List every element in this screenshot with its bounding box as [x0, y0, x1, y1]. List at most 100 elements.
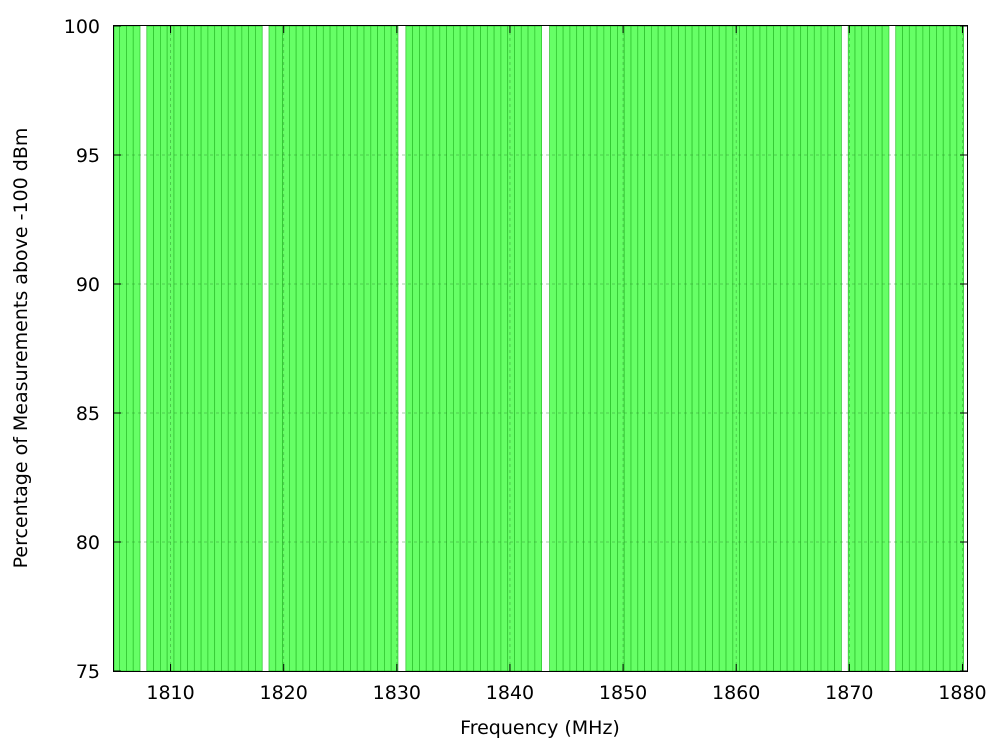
bar	[126, 25, 134, 672]
bar	[793, 25, 802, 672]
bar	[759, 25, 768, 672]
bar	[630, 25, 639, 672]
bar	[173, 25, 182, 672]
bar	[384, 25, 392, 672]
bar	[200, 25, 209, 672]
x-axis: 1810 1820 1830 1840 1850 1860 1870 1880	[146, 26, 987, 704]
bar	[255, 25, 263, 672]
y-tick-label: 90	[76, 274, 100, 296]
bar	[302, 25, 311, 672]
bar	[942, 25, 951, 672]
bar	[439, 25, 447, 672]
bar	[739, 25, 747, 672]
y-tick-label: 95	[76, 145, 100, 167]
bar	[779, 25, 788, 672]
bar	[363, 25, 372, 672]
bar	[881, 25, 890, 672]
bar	[705, 25, 713, 672]
y-axis-label: Percentage of Measurements above -100 dB…	[10, 128, 32, 569]
bar	[534, 25, 542, 672]
x-tick-label: 1880	[938, 682, 986, 704]
y-tick-label: 100	[64, 16, 100, 38]
bar	[466, 25, 475, 672]
bar	[377, 25, 385, 672]
bar	[473, 25, 481, 672]
bar	[834, 25, 842, 672]
bar	[180, 25, 188, 672]
bar	[813, 25, 822, 672]
bar	[718, 25, 727, 672]
bar	[316, 25, 324, 672]
bar	[854, 25, 863, 672]
bar	[500, 25, 509, 672]
bar	[227, 25, 236, 672]
bar	[248, 25, 256, 672]
bar	[221, 25, 229, 672]
x-tick-label: 1860	[712, 682, 760, 704]
plot-frame	[113, 25, 968, 672]
bar	[295, 25, 304, 672]
bar	[610, 25, 618, 672]
bar	[908, 25, 917, 672]
bar	[234, 25, 243, 672]
bar	[902, 25, 910, 672]
y-tick-label: 80	[76, 532, 100, 554]
bar	[446, 25, 454, 672]
bar	[861, 25, 869, 672]
bar	[712, 25, 720, 672]
bar	[275, 25, 283, 672]
bar	[520, 25, 529, 672]
bar	[268, 25, 277, 672]
bar	[875, 25, 883, 672]
bar	[527, 25, 536, 672]
bar	[214, 25, 222, 672]
bar	[698, 25, 707, 672]
bar	[684, 25, 693, 672]
bar	[922, 25, 931, 672]
bar	[343, 25, 351, 672]
bar	[356, 25, 365, 672]
bar	[412, 25, 420, 672]
bar	[596, 25, 605, 672]
y-tick-label: 85	[76, 403, 100, 425]
bar	[514, 25, 522, 672]
bar	[207, 25, 216, 672]
bar	[119, 25, 127, 672]
bar	[657, 25, 666, 672]
bar	[486, 25, 495, 672]
bar	[555, 25, 564, 672]
bar	[146, 25, 154, 672]
bar	[752, 25, 761, 672]
bar	[895, 25, 903, 672]
bar	[289, 25, 297, 672]
bar	[153, 25, 161, 672]
bar	[187, 25, 195, 672]
bar	[453, 25, 461, 672]
bar	[419, 25, 427, 672]
bar	[549, 25, 557, 672]
bar	[807, 25, 815, 672]
bar	[773, 25, 781, 672]
x-tick-label: 1820	[260, 682, 308, 704]
bar	[507, 25, 515, 672]
bar	[425, 25, 434, 672]
x-tick-label: 1840	[486, 682, 534, 704]
bar	[329, 25, 338, 672]
bar	[603, 25, 611, 672]
bar	[309, 25, 317, 672]
x-tick-label: 1810	[146, 682, 194, 704]
bar	[241, 25, 249, 672]
bar	[691, 25, 700, 672]
bar	[868, 25, 876, 672]
bar	[370, 25, 378, 672]
y-tick-label: 75	[76, 661, 100, 683]
bar	[746, 25, 754, 672]
bar	[936, 25, 944, 672]
bar	[623, 25, 632, 672]
bar	[651, 25, 659, 672]
x-tick-label: 1830	[373, 682, 421, 704]
bar	[569, 25, 578, 672]
bar	[915, 25, 924, 672]
bar	[336, 25, 345, 672]
